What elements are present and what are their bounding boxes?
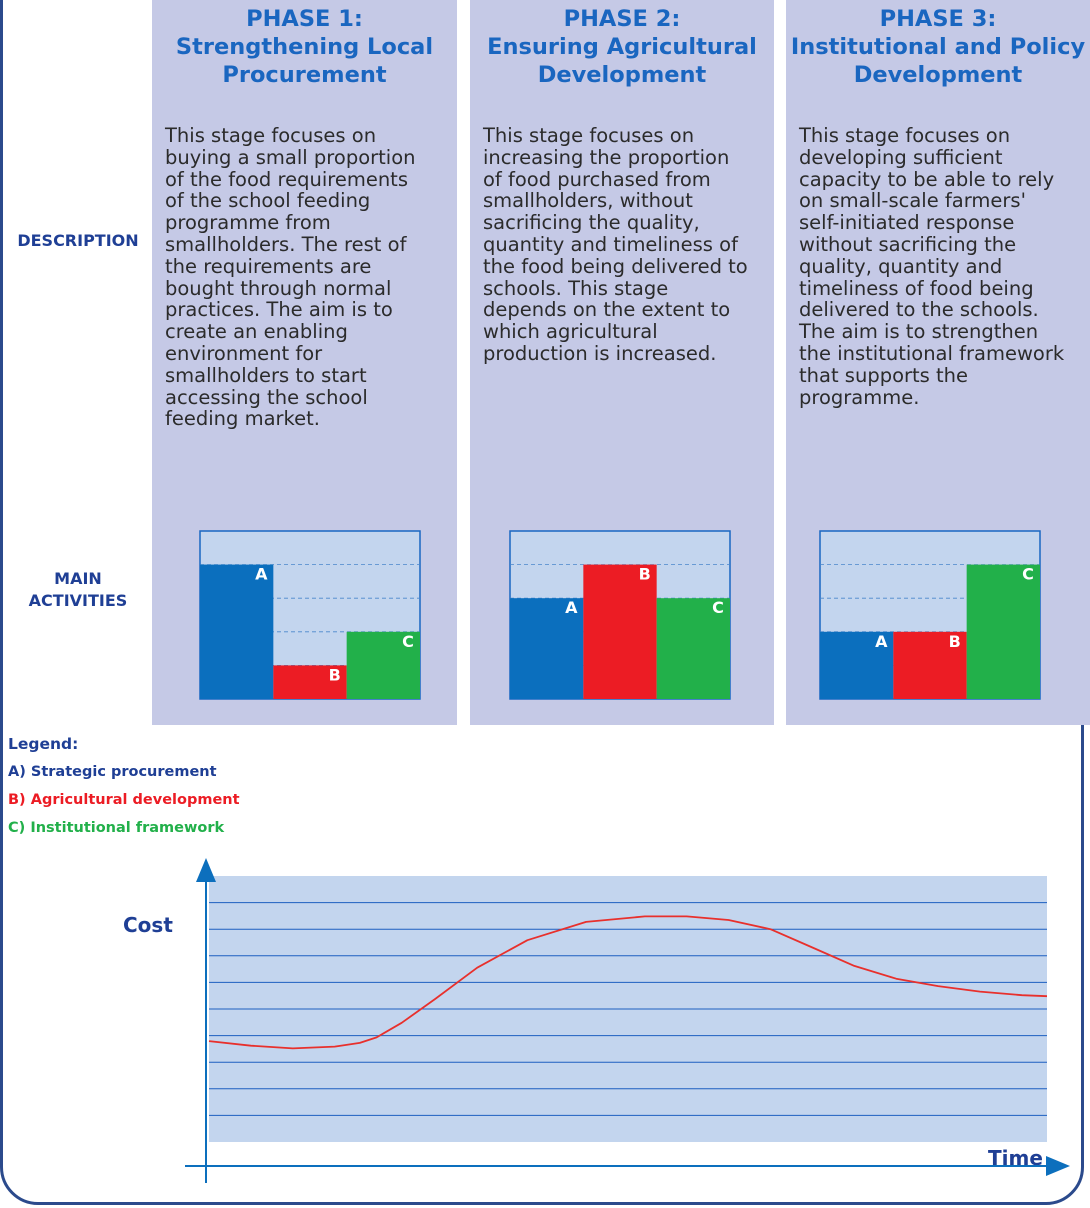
cost-over-time-chart [185, 858, 1070, 1183]
activity-bar-label-a: A [565, 598, 578, 617]
phase-2-activities-diagram: A B C [509, 530, 731, 700]
phase-3-description: This stage focuses on developing suffici… [799, 124, 1065, 409]
activity-bar-b [583, 564, 657, 699]
description-row-label: DESCRIPTION [17, 231, 139, 250]
y-axis-arrowhead [196, 858, 216, 882]
phase-1-panel: PHASE 1: Strengthening Local Procurement… [152, 0, 457, 725]
phase-1-activities-diagram: A B C [199, 530, 421, 700]
activity-bar-a [820, 631, 894, 699]
x-axis-arrowhead [1046, 1156, 1070, 1176]
activity-bar-label-a: A [875, 632, 888, 651]
cost-line-series [208, 915, 1048, 1050]
activity-bar-label-c: C [712, 598, 724, 617]
activity-bar-a [200, 564, 274, 699]
activity-bar-c [656, 598, 730, 699]
activity-bar-label-a: A [255, 565, 268, 584]
activity-bar-label-b: B [639, 565, 651, 584]
phase-2-description: This stage focuses on increasing the pro… [483, 124, 748, 365]
phase-3-title: PHASE 3: Institutional and Policy Develo… [790, 6, 1086, 88]
activity-bar-c [346, 631, 420, 699]
phase-2-title: PHASE 2: Ensuring Agricultural Developme… [487, 6, 757, 88]
activity-bar-b [893, 631, 967, 699]
phase-1-title: PHASE 1: Strengthening Local Procurement [175, 6, 434, 88]
phase-3-activities-diagram: A B C [819, 530, 1041, 700]
legend-item-a: A) Strategic procurement [8, 764, 217, 780]
legend-item-b: B) Agricultural development [8, 792, 240, 808]
y-axis-label: Cost [123, 913, 173, 937]
legend-item-c: C) Institutional framework [8, 820, 225, 836]
activity-bar-a [510, 598, 584, 699]
legend-title: Legend: [8, 735, 79, 753]
main-activities-row-label: MAIN ACTIVITIES [28, 569, 128, 610]
activity-bar-label-b: B [949, 632, 961, 651]
activity-bar-label-b: B [329, 665, 341, 684]
activity-bar-label-c: C [402, 632, 414, 651]
phase-2-panel: PHASE 2: Ensuring Agricultural Developme… [470, 0, 774, 725]
activity-bar-c [966, 564, 1040, 699]
phase-3-panel: PHASE 3: Institutional and Policy Develo… [786, 0, 1090, 725]
activity-bar-b [273, 665, 347, 699]
activity-bar-label-c: C [1022, 565, 1034, 584]
phase-1-description: This stage focuses on buying a small pro… [165, 124, 416, 431]
